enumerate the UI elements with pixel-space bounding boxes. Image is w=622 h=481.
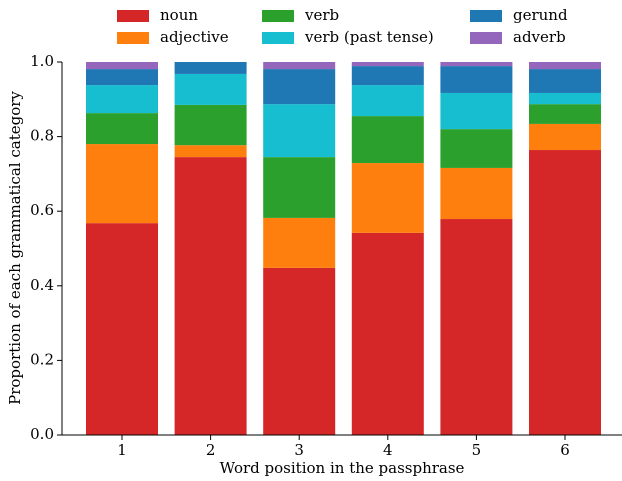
y-tick-label: 0.0 bbox=[30, 425, 54, 443]
y-axis-label: Proportion of each grammatical category bbox=[6, 91, 24, 405]
bar-segment bbox=[440, 66, 513, 93]
bar-segment bbox=[86, 223, 158, 435]
bar-segment bbox=[440, 92, 513, 130]
bar-segment bbox=[351, 163, 424, 233]
bar-segment bbox=[174, 62, 247, 74]
bar-segment bbox=[529, 104, 601, 124]
legend-label: adverb bbox=[513, 28, 566, 46]
x-tick-label: 5 bbox=[472, 441, 482, 459]
legend-label: verb (past tense) bbox=[304, 28, 434, 46]
x-tick-label: 1 bbox=[117, 441, 127, 459]
bar-segment bbox=[86, 113, 158, 145]
legend-swatch bbox=[470, 10, 502, 22]
bar-segment bbox=[86, 144, 158, 224]
x-tick-label: 3 bbox=[294, 441, 304, 459]
legend-swatch bbox=[117, 32, 149, 44]
legend-swatch bbox=[262, 32, 294, 44]
x-tick-label: 2 bbox=[206, 441, 216, 459]
bar-segment bbox=[529, 62, 601, 70]
bar-segment bbox=[263, 62, 336, 70]
bar-segment bbox=[174, 145, 247, 158]
bar-segment bbox=[529, 69, 601, 93]
legend-swatch bbox=[117, 10, 149, 22]
bar-segment bbox=[440, 62, 513, 67]
legend-label: adjective bbox=[160, 28, 229, 46]
y-tick-label: 0.4 bbox=[30, 276, 54, 294]
bar-segment bbox=[529, 92, 601, 105]
bar-segment bbox=[174, 104, 247, 146]
bar-segment bbox=[263, 217, 336, 268]
x-tick-label: 6 bbox=[560, 441, 570, 459]
bar-segment bbox=[86, 62, 158, 70]
y-tick-label: 0.8 bbox=[30, 127, 54, 145]
bar-segment bbox=[529, 123, 601, 151]
bar-segment bbox=[351, 66, 424, 86]
bar-segment bbox=[86, 85, 158, 114]
bar-segment bbox=[440, 167, 513, 220]
bar-segment bbox=[440, 129, 513, 168]
bar-segment bbox=[529, 150, 601, 435]
bar-segment bbox=[263, 69, 336, 105]
legend-label: noun bbox=[160, 6, 198, 24]
bar-segment bbox=[351, 85, 424, 117]
bar-segment bbox=[351, 116, 424, 164]
bar-segment bbox=[174, 157, 247, 436]
bar-segment bbox=[174, 73, 247, 105]
x-axis-label: Word position in the passphrase bbox=[220, 459, 465, 477]
y-tick-label: 0.6 bbox=[30, 201, 54, 219]
legend-label: gerund bbox=[513, 6, 568, 24]
bar-segment bbox=[351, 232, 424, 435]
bar-segment bbox=[351, 62, 424, 67]
bar-segment bbox=[263, 267, 336, 435]
legend-swatch bbox=[262, 10, 294, 22]
bar-segment bbox=[263, 104, 336, 158]
bar-segment bbox=[263, 157, 336, 218]
bar-segment bbox=[440, 219, 513, 435]
bar-segment bbox=[86, 69, 158, 86]
legend-swatch bbox=[470, 32, 502, 44]
x-tick-label: 4 bbox=[383, 441, 393, 459]
y-tick-label: 1.0 bbox=[30, 52, 54, 70]
legend-label: verb bbox=[304, 6, 339, 24]
y-tick-label: 0.2 bbox=[30, 350, 54, 368]
